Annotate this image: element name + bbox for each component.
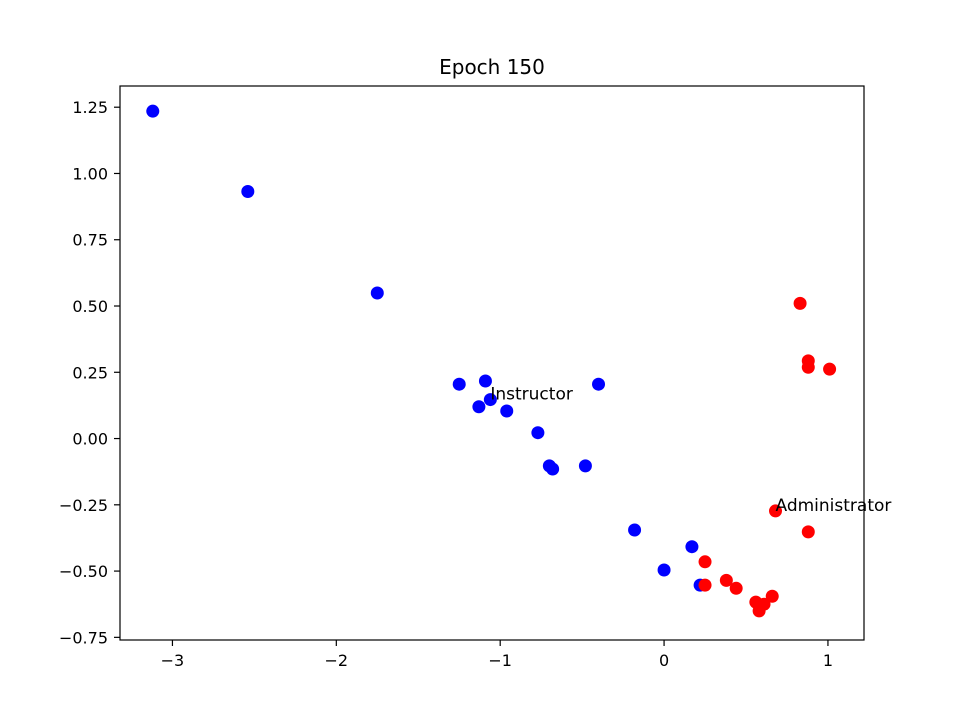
point-blue-0 <box>146 104 160 118</box>
point-blue-15 <box>685 540 699 554</box>
y-tick-label: 1.25 <box>72 98 108 117</box>
point-blue-11 <box>578 459 592 473</box>
point-blue-2 <box>370 286 384 300</box>
chart-title: Epoch 150 <box>439 55 545 79</box>
x-axis: −3 −2 −1 0 1 <box>161 640 833 670</box>
point-red-13 <box>765 589 779 603</box>
point-red-4 <box>769 504 783 518</box>
y-tick-label: −0.75 <box>59 628 108 647</box>
point-blue-10 <box>546 462 560 476</box>
point-red-12 <box>757 597 771 611</box>
annotation-label: Instructor <box>490 385 572 405</box>
x-tick-label: −3 <box>161 651 185 670</box>
point-blue-12 <box>592 377 606 391</box>
axes-frame <box>119 85 865 641</box>
point-blue-8 <box>531 426 545 440</box>
y-tick-label: 0.50 <box>72 297 108 316</box>
point-red-0 <box>793 296 807 310</box>
point-red-5 <box>801 525 815 539</box>
y-tick-label: −0.50 <box>59 562 108 581</box>
point-blue-4 <box>478 374 492 388</box>
x-tick-label: −1 <box>488 651 512 670</box>
x-tick-label: 0 <box>659 651 669 670</box>
y-axis: −0.75 −0.50 −0.25 0.00 0.25 0.50 0.75 1.00 1.25 <box>59 98 120 647</box>
point-red-2 <box>801 360 815 374</box>
point-red-8 <box>719 573 733 587</box>
point-blue-5 <box>483 393 497 407</box>
annotations-layer: Instructor Administrator <box>490 385 891 516</box>
point-red-3 <box>823 362 837 376</box>
annotation-label: Administrator <box>776 496 892 516</box>
y-tick-label: 1.00 <box>72 164 108 183</box>
point-blue-1 <box>241 184 255 198</box>
point-blue-13 <box>628 523 642 537</box>
point-blue-7 <box>500 404 514 418</box>
x-tick-label: −2 <box>325 651 349 670</box>
point-blue-3 <box>452 377 466 391</box>
point-red-6 <box>698 555 712 569</box>
point-red-9 <box>729 581 743 595</box>
point-blue-14 <box>657 563 671 577</box>
y-tick-label: 0.25 <box>72 363 108 382</box>
y-tick-label: 0.00 <box>72 430 108 449</box>
points-layer <box>146 104 837 618</box>
point-red-7 <box>698 578 712 592</box>
y-tick-label: −0.25 <box>59 496 108 515</box>
point-blue-6 <box>472 400 486 414</box>
y-tick-label: 0.75 <box>72 231 108 250</box>
x-tick-label: 1 <box>823 651 833 670</box>
